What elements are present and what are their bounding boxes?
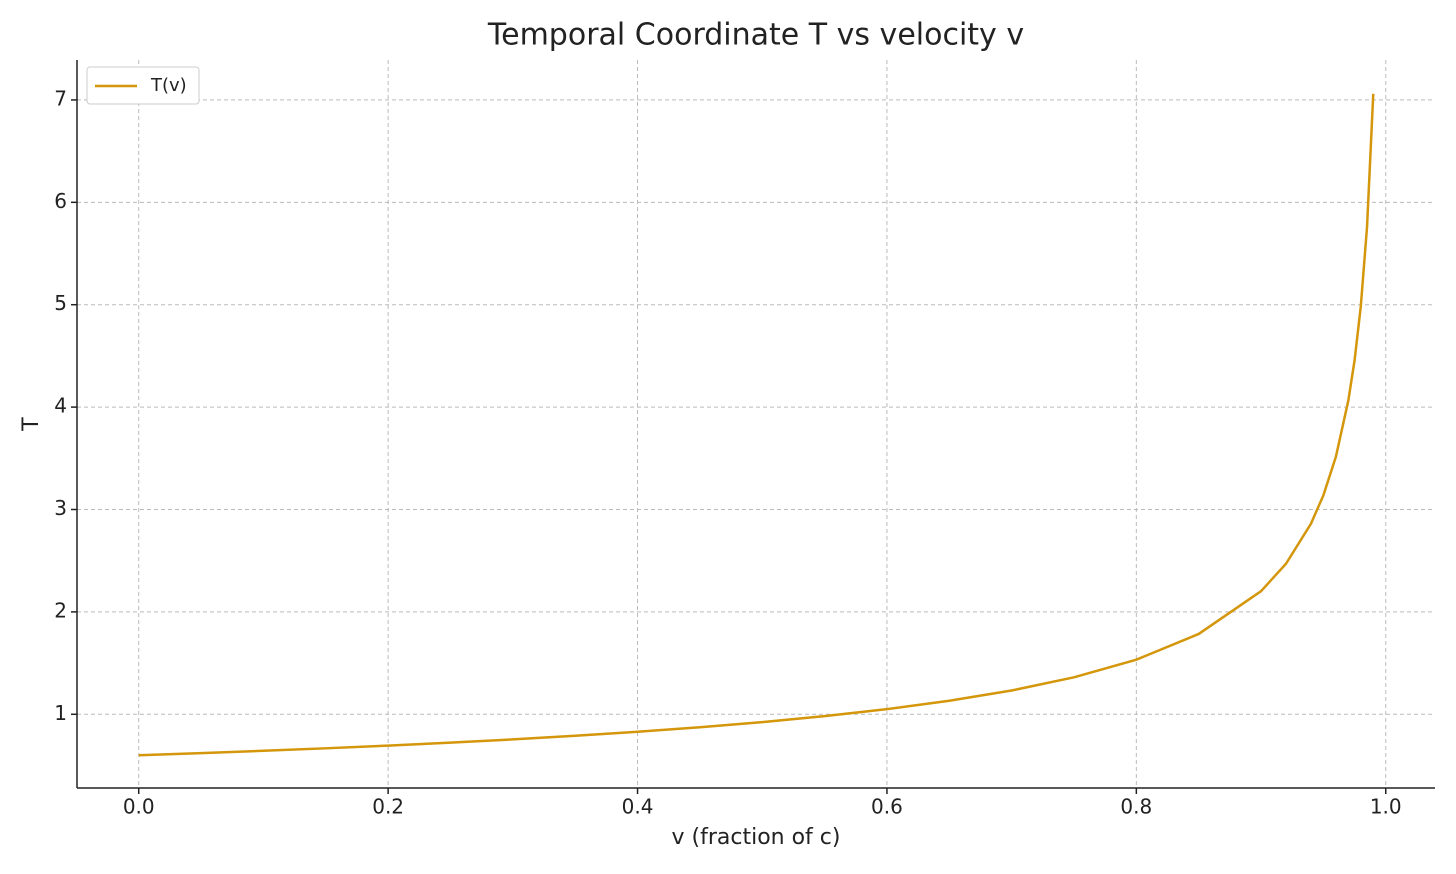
x-tick-label: 0.4 bbox=[622, 795, 654, 819]
legend-box bbox=[86, 66, 200, 105]
y-tick-label: 4 bbox=[54, 394, 67, 418]
x-tick-label: 0.2 bbox=[372, 795, 404, 819]
y-tick-label: 1 bbox=[54, 701, 67, 725]
y-tick-label: 7 bbox=[54, 86, 67, 110]
y-tick-label: 5 bbox=[54, 291, 67, 315]
legend-label: T(v) bbox=[150, 75, 187, 96]
x-axis-label: v (fraction of c) bbox=[672, 825, 841, 850]
y-tick-label: 2 bbox=[54, 598, 67, 622]
x-tick-label: 0.0 bbox=[123, 795, 155, 819]
x-tick-label: 0.6 bbox=[871, 795, 903, 819]
line-series bbox=[138, 93, 1375, 757]
y-tick-label: 6 bbox=[54, 189, 67, 213]
y-tick-label: 3 bbox=[54, 496, 67, 520]
x-tick-label: 0.8 bbox=[1120, 795, 1152, 819]
chart-title: Temporal Coordinate T vs velocity v bbox=[487, 18, 1024, 53]
x-tick-label: 1.0 bbox=[1370, 795, 1402, 819]
y-axis-label: T bbox=[19, 417, 44, 432]
